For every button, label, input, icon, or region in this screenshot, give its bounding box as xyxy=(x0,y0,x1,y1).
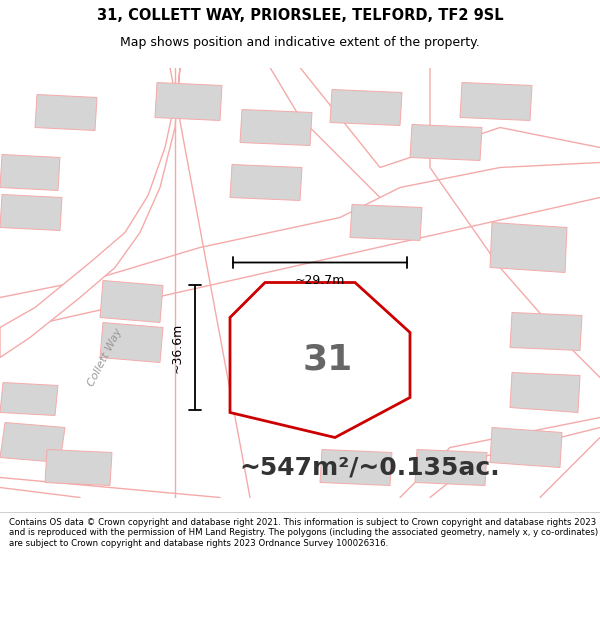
Text: ~29.7m: ~29.7m xyxy=(295,274,345,287)
Polygon shape xyxy=(0,194,62,231)
Polygon shape xyxy=(155,82,222,121)
Polygon shape xyxy=(240,109,312,146)
Polygon shape xyxy=(100,281,163,322)
Polygon shape xyxy=(0,154,60,191)
Polygon shape xyxy=(350,204,422,241)
Text: ~36.6m: ~36.6m xyxy=(170,322,184,372)
Polygon shape xyxy=(490,428,562,468)
Polygon shape xyxy=(0,422,65,462)
Polygon shape xyxy=(415,449,487,486)
Polygon shape xyxy=(35,94,97,131)
Polygon shape xyxy=(0,68,180,358)
Polygon shape xyxy=(460,82,532,121)
Polygon shape xyxy=(45,449,112,486)
Polygon shape xyxy=(0,382,58,416)
Polygon shape xyxy=(510,312,582,351)
Polygon shape xyxy=(100,322,163,362)
Text: Contains OS data © Crown copyright and database right 2021. This information is : Contains OS data © Crown copyright and d… xyxy=(9,518,598,548)
Polygon shape xyxy=(330,89,402,126)
Polygon shape xyxy=(510,372,580,413)
Polygon shape xyxy=(320,449,392,486)
Polygon shape xyxy=(410,124,482,161)
Text: Map shows position and indicative extent of the property.: Map shows position and indicative extent… xyxy=(120,36,480,49)
Polygon shape xyxy=(230,282,410,438)
Text: 31: 31 xyxy=(303,342,353,376)
Polygon shape xyxy=(490,222,567,272)
Text: 31, COLLETT WAY, PRIORSLEE, TELFORD, TF2 9SL: 31, COLLETT WAY, PRIORSLEE, TELFORD, TF2… xyxy=(97,8,503,23)
Text: Collett Way: Collett Way xyxy=(86,327,124,388)
Text: ~547m²/~0.135ac.: ~547m²/~0.135ac. xyxy=(239,456,500,479)
Polygon shape xyxy=(230,164,302,201)
